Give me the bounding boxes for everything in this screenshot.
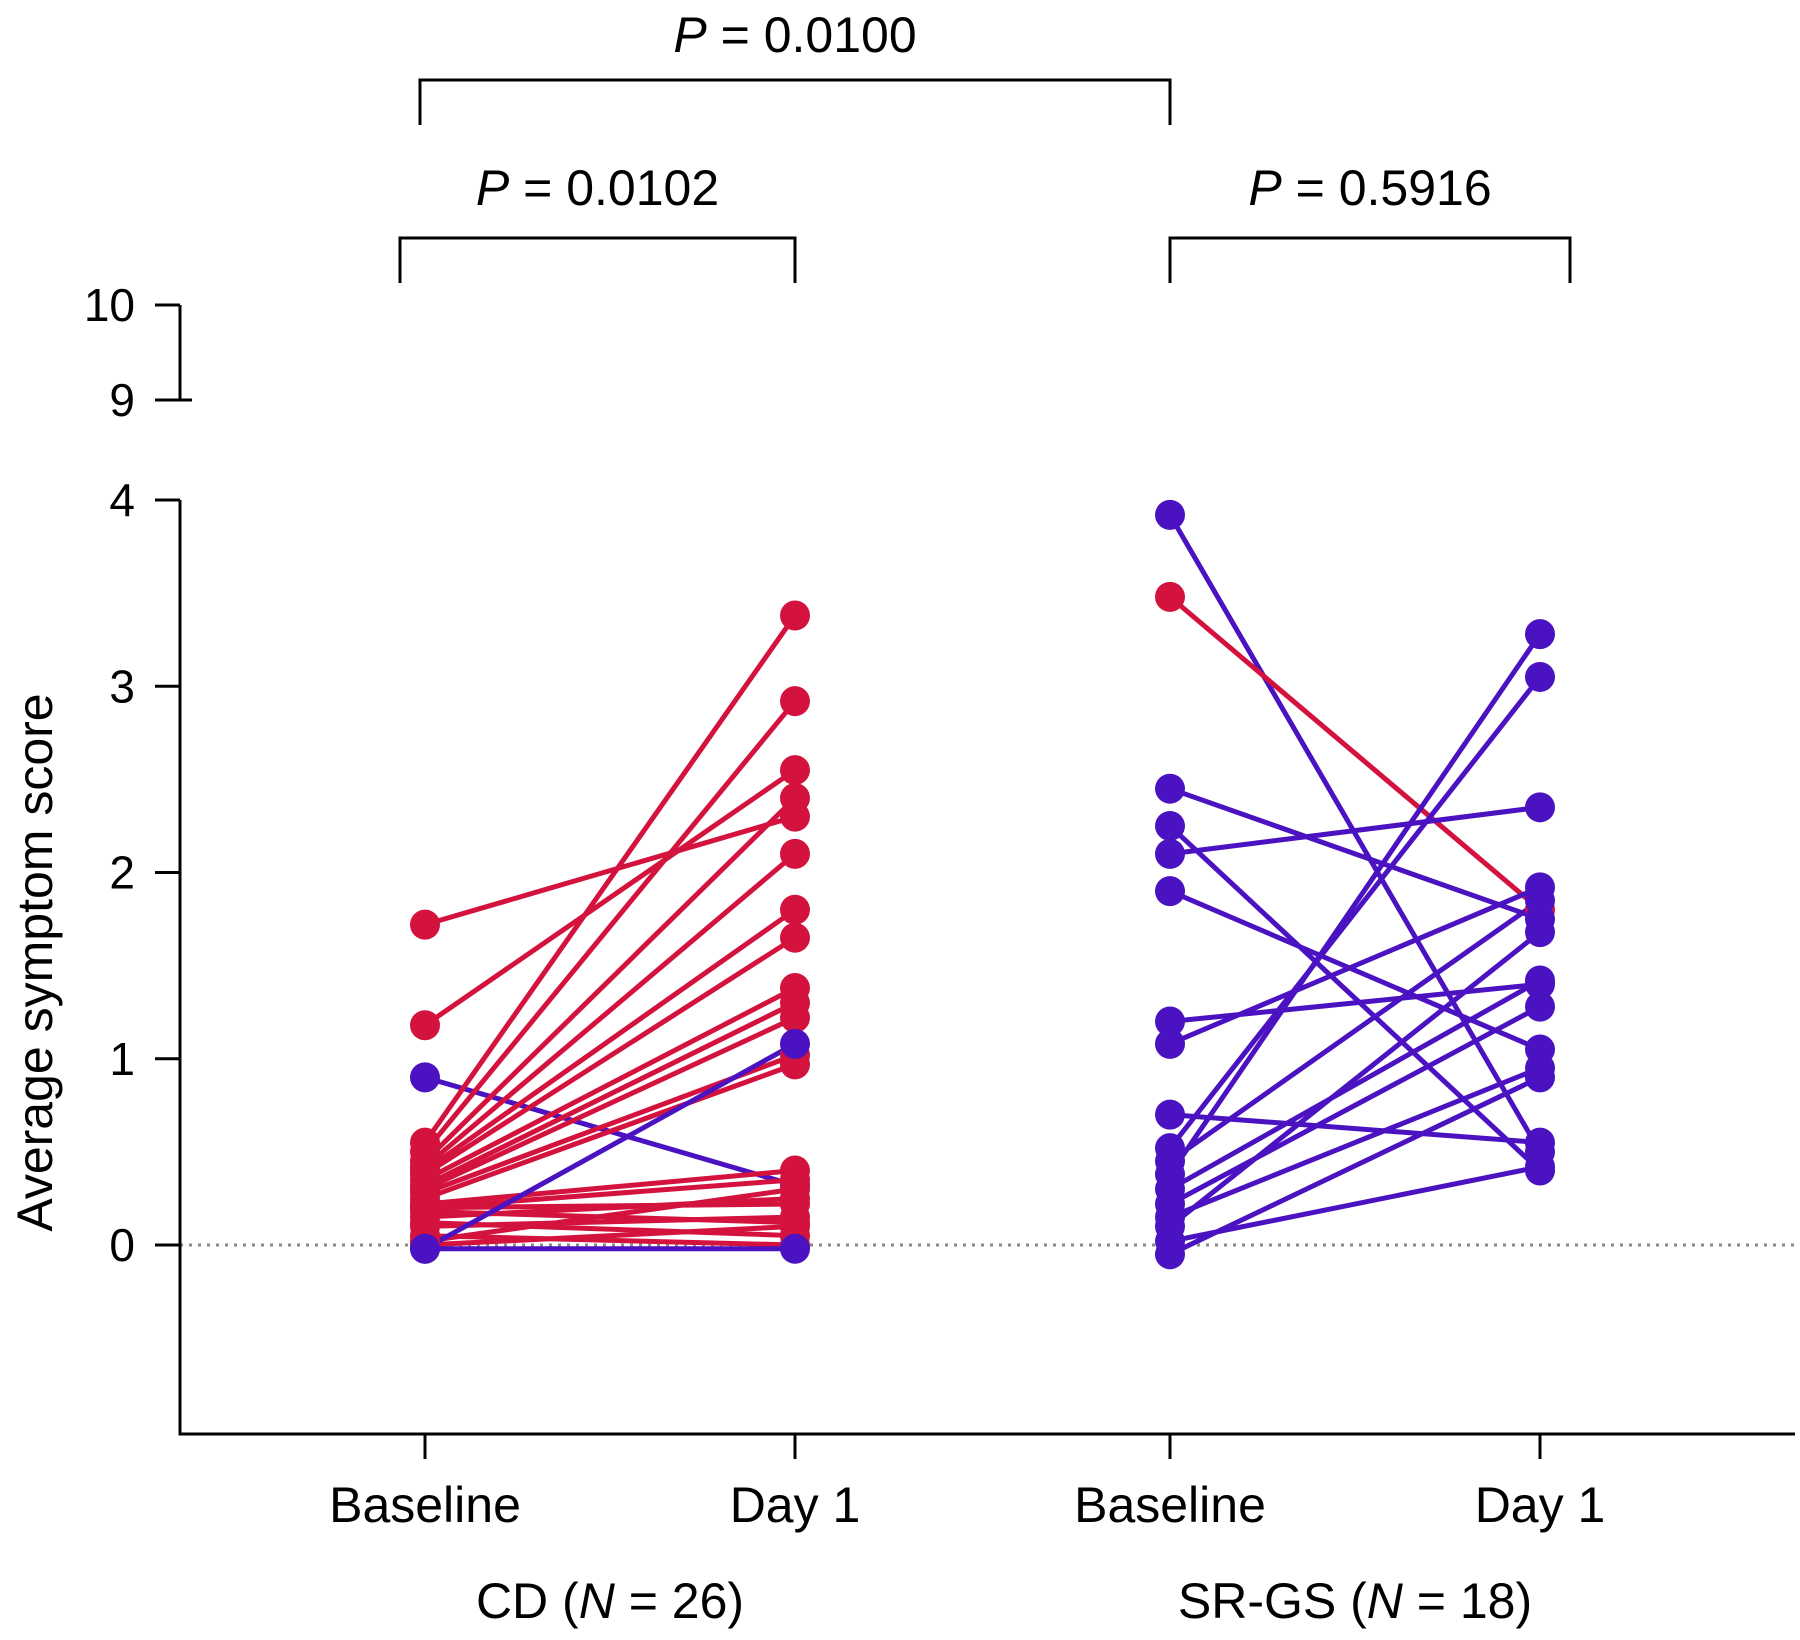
- y-tick-label: 3: [109, 660, 135, 712]
- cd-day1-point: [780, 838, 810, 869]
- cd-pair-line: [423, 768, 797, 1028]
- cd-pair-line: [423, 907, 797, 1173]
- srgs-baseline-point: [1155, 773, 1185, 804]
- cd-pair-line: [424, 1214, 796, 1229]
- cd-day1-point: [780, 686, 810, 717]
- labels-layer: 0 1 2 3 4 9 10 Baseline Day 1 Baseline Day 1 CD (N …: [7, 7, 1605, 1629]
- srgs-baseline-point: [1155, 1239, 1185, 1270]
- srgs-day1-point: [1525, 1062, 1555, 1093]
- srgs-baseline-point: [1155, 810, 1185, 841]
- srgs-day1-point: [1525, 1151, 1555, 1182]
- srgs-pair-line: [1169, 786, 1541, 922]
- srgs-pair-line: [1169, 885, 1541, 1047]
- cd-pair-line: [423, 851, 797, 1169]
- y-tick-label: 10: [84, 279, 135, 331]
- p-value-label: P = 0.5916: [1248, 160, 1491, 216]
- p-value-label: P = 0.0102: [476, 160, 719, 216]
- cd-pair-line: [423, 1000, 797, 1188]
- srgs-day1-point: [1525, 885, 1555, 916]
- group-label: CD (N = 26): [476, 1573, 744, 1629]
- cd-day1-point: [780, 1211, 810, 1242]
- srgs-day1-point: [1525, 917, 1555, 948]
- y-tick-label: 9: [109, 374, 135, 426]
- cd-day1-point: [780, 1028, 810, 1059]
- srgs-day1-point: [1525, 965, 1555, 996]
- srgs-baseline-point: [1155, 1099, 1185, 1130]
- cd-pair-line: [424, 814, 796, 928]
- x-category-label: Day 1: [730, 1477, 861, 1533]
- srgs-pair-line: [1167, 513, 1543, 1154]
- axes-layer: [155, 78, 1795, 1459]
- comparison-bracket: [398, 236, 797, 283]
- srgs-pair-line: [1168, 978, 1542, 1192]
- y-tick-label: 2: [109, 847, 135, 899]
- x-category-label: Day 1: [1475, 1477, 1606, 1533]
- srgs-pair-line: [1169, 1164, 1541, 1244]
- cd-day1-point: [780, 600, 810, 631]
- cd-day1-point: [780, 1233, 810, 1264]
- cd-pair-line: [422, 614, 798, 1144]
- cd-baseline-point: [410, 1233, 440, 1264]
- srgs-pair-line: [1169, 888, 1541, 1052]
- srgs-baseline-point: [1155, 581, 1185, 612]
- x-category-label: Baseline: [1074, 1477, 1266, 1533]
- series-lines: [422, 513, 1543, 1257]
- y-axis-lower-and-x-axis: [178, 500, 1795, 1436]
- cd-day1-point: [780, 1002, 810, 1033]
- cd-day1-point: [780, 894, 810, 925]
- srgs-baseline-point: [1155, 838, 1185, 869]
- y-tick-label: 0: [109, 1219, 135, 1271]
- srgs-pair-line: [1167, 632, 1543, 1176]
- cd-pair-line: [424, 1223, 796, 1248]
- srgs-pair-line: [1168, 675, 1542, 1150]
- srgs-pair-line: [1169, 981, 1541, 1024]
- cd-pair-line: [424, 1186, 796, 1244]
- group-label: SR-GS (N = 18): [1178, 1573, 1532, 1629]
- cd-pair-line: [423, 796, 797, 1163]
- cd-pair-line: [424, 1168, 796, 1207]
- comparison-bracket: [1168, 236, 1572, 283]
- srgs-day1-point: [1525, 792, 1555, 823]
- srgs-pair-line: [1168, 930, 1542, 1229]
- x-category-label: Baseline: [329, 1477, 521, 1533]
- cd-day1-point: [780, 783, 810, 813]
- cd-pair-line: [423, 935, 797, 1177]
- srgs-pair-line: [1168, 898, 1542, 1164]
- cd-pair-line: [423, 1015, 797, 1192]
- srgs-day1-point: [1525, 991, 1555, 1022]
- srgs-pair-line: [1168, 1075, 1542, 1257]
- srgs-day1-point: [1525, 619, 1555, 650]
- srgs-pair-line: [1168, 594, 1542, 912]
- cd-day1-point: [780, 755, 810, 786]
- srgs-day1-point: [1525, 661, 1555, 692]
- cd-baseline-point: [410, 1062, 440, 1093]
- y-tick-label: 1: [109, 1033, 135, 1085]
- comparison-bracket: [418, 78, 1172, 125]
- cd-day1-point: [780, 1174, 810, 1205]
- cd-pair-line: [423, 985, 797, 1183]
- srgs-pair-line: [1169, 1065, 1541, 1220]
- y-axis-label: Average symptom score: [7, 693, 63, 1231]
- cd-pair-line: [424, 1233, 796, 1248]
- cd-pair-line: [423, 1041, 797, 1251]
- srgs-pair-line: [1168, 824, 1542, 1173]
- srgs-day1-point: [1525, 1127, 1555, 1158]
- srgs-pair-line: [1169, 804, 1541, 857]
- p-value-label: P = 0.0100: [673, 7, 916, 63]
- y-tick-label: 4: [109, 474, 135, 526]
- srgs-baseline-point: [1155, 499, 1185, 530]
- srgs-baseline-point: [1155, 1028, 1185, 1059]
- srgs-pair-line: [1168, 1004, 1542, 1207]
- series-points: [410, 499, 1555, 1270]
- cd-pair-line: [424, 1177, 796, 1211]
- cd-pair-line: [423, 699, 797, 1154]
- cd-pair-line: [424, 1061, 796, 1201]
- cd-baseline-point: [410, 1010, 440, 1041]
- cd-baseline-point: [410, 909, 440, 940]
- srgs-baseline-point: [1155, 1006, 1185, 1037]
- cd-day1-point: [780, 922, 810, 953]
- srgs-baseline-point: [1155, 876, 1185, 907]
